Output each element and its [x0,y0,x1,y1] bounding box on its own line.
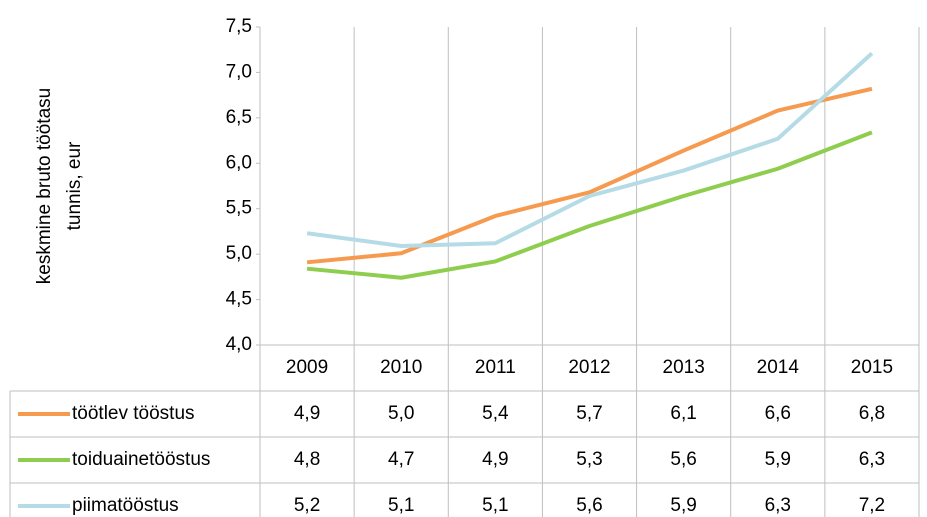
table-value: 6,8 [859,403,885,424]
y-tick-label: 5,0 [226,243,252,264]
y-tick-label: 4,0 [226,334,252,355]
table-value: 5,1 [482,495,508,516]
x-tick-label: 2010 [380,357,422,378]
table-value: 5,2 [294,495,320,516]
table-value: 5,7 [576,403,602,424]
table-value: 5,0 [388,403,414,424]
table-value: 6,1 [670,403,696,424]
series-line [306,51,874,248]
table-value: 4,9 [482,449,508,470]
x-tick-label: 2013 [663,357,705,378]
y-tick-label: 5,5 [226,198,252,219]
y-tick-label: 7,0 [226,61,252,82]
table-value: 4,9 [294,403,320,424]
y-axis-title: tunnis, eur [64,141,85,230]
series-line [306,86,873,265]
series-line [306,130,873,280]
table-value: 4,7 [388,449,414,470]
y-axis-title: keskmine bruto töötasu [34,88,55,284]
x-tick-label: 2012 [568,357,610,378]
table-value: 5,6 [670,449,696,470]
table-value: 5,6 [576,495,602,516]
y-tick-label: 7,5 [226,16,252,37]
table-value: 7,2 [859,495,885,516]
x-tick-label: 2009 [286,357,328,378]
table-value: 5,4 [482,403,509,424]
y-tick-label: 4,5 [226,289,252,310]
y-tick-label: 6,0 [226,152,252,173]
legend-label: piimatööstus [72,495,179,516]
x-tick-label: 2011 [475,357,516,378]
x-tick-label: 2014 [757,357,800,378]
table-value: 6,3 [765,495,791,516]
table-value: 5,3 [576,449,602,470]
table-value: 5,9 [670,495,696,516]
table-value: 6,3 [859,449,885,470]
legend-label: toiduainetööstus [72,449,210,470]
table-value: 5,1 [388,495,414,516]
legend-label: töötlev tööstus [72,403,195,424]
table-value: 6,6 [765,403,791,424]
table-value: 4,8 [294,449,320,470]
table-value: 5,9 [765,449,791,470]
x-tick-label: 2015 [851,357,893,378]
y-tick-label: 6,5 [226,107,252,128]
